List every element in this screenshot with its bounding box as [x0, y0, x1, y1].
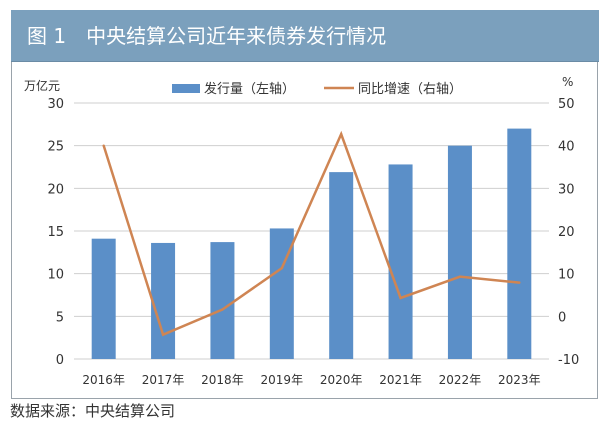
legend-bar-swatch — [172, 84, 200, 93]
x-tick-label: 2016年 — [82, 373, 125, 387]
line-point — [518, 281, 521, 284]
left-tick-label: 20 — [47, 182, 64, 197]
right-tick-label: 0 — [558, 310, 566, 325]
chart-frame — [11, 62, 598, 399]
right-tick-label: 20 — [558, 225, 575, 240]
x-tick-label: 2020年 — [320, 373, 363, 387]
x-tick-label: 2022年 — [439, 373, 482, 387]
right-tick-label: 30 — [558, 182, 575, 197]
bar — [91, 238, 116, 359]
bar — [388, 164, 413, 359]
line-point — [280, 266, 284, 270]
left-tick-label: 30 — [47, 97, 64, 112]
right-tick-label: 40 — [558, 140, 575, 155]
left-axis-label: 万亿元 — [24, 78, 60, 93]
legend-bar-label: 发行量（左轴） — [204, 81, 295, 97]
bar — [447, 145, 472, 359]
bar — [151, 242, 176, 359]
right-tick-label: 10 — [558, 268, 575, 283]
left-tick-label: 0 — [56, 353, 64, 368]
bar — [329, 172, 354, 359]
figure-title: 图 1 中央结算公司近年来债券发行情况 — [11, 10, 599, 62]
bar — [210, 242, 235, 359]
line-point — [458, 275, 462, 278]
right-tick-label: -10 — [558, 353, 579, 368]
bar — [507, 128, 532, 359]
line-point — [399, 296, 402, 300]
left-tick-label: 15 — [47, 225, 64, 240]
left-tick-label: 25 — [47, 140, 64, 155]
line-point — [339, 132, 343, 136]
right-tick-label: 50 — [558, 97, 575, 112]
legend-line-label: 同比增速（右轴） — [358, 82, 462, 97]
x-tick-label: 2021年 — [379, 373, 422, 387]
right-axis-label: % — [562, 75, 573, 89]
x-tick-label: 2019年 — [261, 373, 304, 387]
x-tick-label: 2017年 — [142, 373, 185, 387]
left-tick-label: 10 — [47, 268, 64, 283]
series-line — [102, 130, 520, 337]
left-tick-label: 5 — [56, 310, 64, 325]
line-point — [221, 308, 224, 311]
x-tick-label: 2023年 — [498, 373, 541, 387]
line-point — [161, 333, 165, 336]
x-tick-label: 2018年 — [201, 373, 244, 387]
data-source: 数据来源：中央结算公司 — [10, 402, 176, 420]
line-point — [102, 144, 105, 147]
